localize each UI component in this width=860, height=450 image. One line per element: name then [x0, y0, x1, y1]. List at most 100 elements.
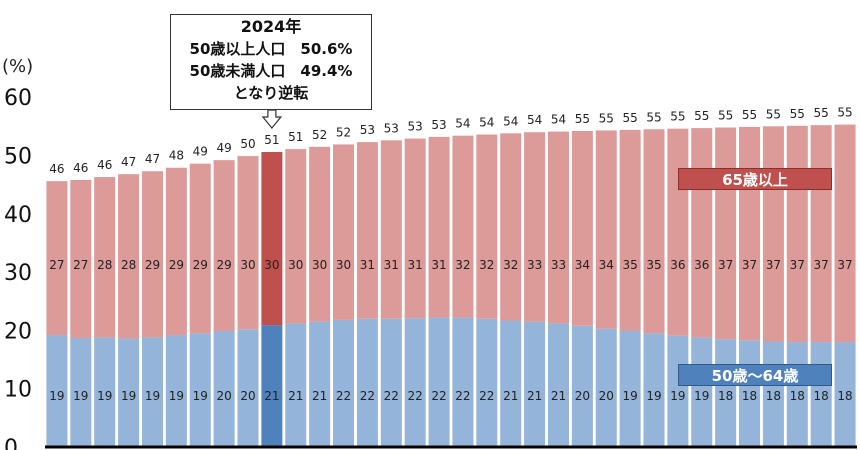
- bar-segment-65-plus: [524, 132, 546, 322]
- bar-segment-65-plus: [739, 126, 761, 341]
- y-tick-label: 60: [4, 86, 32, 111]
- y-tick-label: 20: [4, 319, 32, 344]
- data-label-50-64: 22: [431, 389, 446, 403]
- y-tick-label: 50: [4, 145, 32, 170]
- data-label-50-64: 22: [384, 389, 399, 403]
- data-label-65-plus: 33: [527, 258, 542, 272]
- data-label-total: 55: [622, 111, 637, 125]
- bar-segment-50-64: [643, 333, 665, 447]
- data-label-total: 55: [837, 106, 852, 120]
- data-label-65-plus: 30: [240, 258, 255, 272]
- bar-segment-65-plus: [571, 131, 593, 326]
- bar-segment-65-plus: [428, 136, 450, 318]
- y-tick-label: 30: [4, 261, 32, 286]
- bar-segment-50-64: [619, 330, 641, 447]
- data-label-50-64: 21: [288, 389, 303, 403]
- data-label-total: 53: [408, 120, 423, 134]
- bar-segment-50-64: [46, 335, 68, 447]
- bar-segment-50-64: [213, 330, 235, 447]
- bar-segment-65-plus: [333, 144, 355, 320]
- data-label-50-64: 21: [503, 389, 518, 403]
- bar-segment-50-64: [285, 323, 307, 447]
- data-label-50-64: 22: [360, 389, 375, 403]
- data-label-50-64: 20: [575, 389, 590, 403]
- data-label-65-plus: 36: [694, 258, 709, 272]
- data-label-total: 54: [479, 116, 494, 130]
- y-tick-label: 10: [4, 378, 32, 403]
- data-label-50-64: 20: [599, 389, 614, 403]
- data-label-50-64: 18: [790, 389, 805, 403]
- callout-arrow: [261, 109, 283, 129]
- data-label-50-64: 19: [670, 389, 685, 403]
- data-label-65-plus: 34: [575, 258, 590, 272]
- data-label-50-64: 22: [408, 389, 423, 403]
- data-label-65-plus: 35: [622, 258, 637, 272]
- legend-65-and-over: 65歳以上: [678, 168, 832, 190]
- data-label-50-64: 20: [240, 389, 255, 403]
- bar-segment-65-plus: [309, 146, 331, 322]
- bar-segment-65-plus: [667, 128, 689, 336]
- data-label-total: 55: [742, 108, 757, 122]
- data-label-50-64: 19: [646, 389, 661, 403]
- data-label-50-64: 21: [527, 389, 542, 403]
- data-label-50-64: 18: [814, 389, 829, 403]
- data-label-total: 47: [145, 152, 160, 166]
- bar-segment-50-64: [667, 335, 689, 447]
- bar-segment-50-64: [94, 337, 116, 447]
- bar-segment-50-64: [356, 318, 378, 447]
- data-label-65-plus: 29: [145, 258, 160, 272]
- data-label-total: 54: [551, 113, 566, 127]
- data-label-total: 54: [503, 114, 518, 128]
- data-label-65-plus: 31: [431, 258, 446, 272]
- data-label-65-plus: 32: [455, 258, 470, 272]
- data-label-50-64: 22: [479, 389, 494, 403]
- data-label-65-plus: 37: [766, 258, 781, 272]
- data-label-50-64: 21: [312, 389, 327, 403]
- bar-segment-65-plus: [810, 125, 832, 343]
- bar-segment-65-plus: [715, 127, 737, 340]
- bar-segment-50-64: [404, 318, 426, 447]
- data-label-65-plus: 27: [49, 258, 64, 272]
- data-label-total: 51: [264, 133, 279, 147]
- data-label-50-64: 19: [193, 389, 208, 403]
- data-label-65-plus: 37: [837, 258, 852, 272]
- data-label-65-plus: 37: [814, 258, 829, 272]
- bar-segment-50-64: [380, 318, 402, 447]
- y-axis-unit-label: (%): [2, 56, 34, 77]
- bar-segment-50-64: [428, 317, 450, 447]
- data-label-50-64: 19: [145, 389, 160, 403]
- bar-segment-50-64: [547, 323, 569, 447]
- data-label-65-plus: 29: [169, 258, 184, 272]
- data-label-65-plus: 30: [264, 258, 279, 272]
- bar-segment-50-64: [309, 321, 331, 447]
- callout-reversal: となり逆転: [233, 84, 309, 102]
- data-label-65-plus: 32: [479, 258, 494, 272]
- bar-segment-50-64: [524, 321, 546, 447]
- bar-segment-65-plus: [237, 156, 259, 330]
- bar-segment-50-64: [118, 338, 140, 447]
- data-label-65-plus: 28: [121, 258, 136, 272]
- bar-segment-65-plus: [452, 135, 474, 318]
- bar-segment-65-plus: [619, 129, 641, 331]
- bar-segment-50-64: [70, 337, 92, 447]
- data-label-total: 53: [431, 118, 446, 132]
- data-label-50-64: 18: [837, 389, 852, 403]
- bar-segment-50-64: [261, 325, 283, 447]
- bar-segment-50-64: [333, 319, 355, 447]
- data-label-65-plus: 37: [718, 258, 733, 272]
- bar-segment-65-plus: [762, 126, 784, 342]
- data-label-50-64: 21: [264, 389, 279, 403]
- data-label-65-plus: 34: [599, 258, 614, 272]
- data-label-65-plus: 30: [336, 258, 351, 272]
- data-label-65-plus: 31: [360, 258, 375, 272]
- y-tick-label: 0: [4, 436, 18, 450]
- data-label-total: 54: [455, 117, 470, 131]
- data-label-50-64: 18: [718, 389, 733, 403]
- data-label-50-64: 21: [551, 389, 566, 403]
- data-label-50-64: 19: [622, 389, 637, 403]
- data-label-65-plus: 27: [73, 258, 88, 272]
- data-label-50-64: 18: [766, 389, 781, 403]
- data-label-65-plus: 35: [646, 258, 661, 272]
- bar-segment-50-64: [595, 328, 617, 447]
